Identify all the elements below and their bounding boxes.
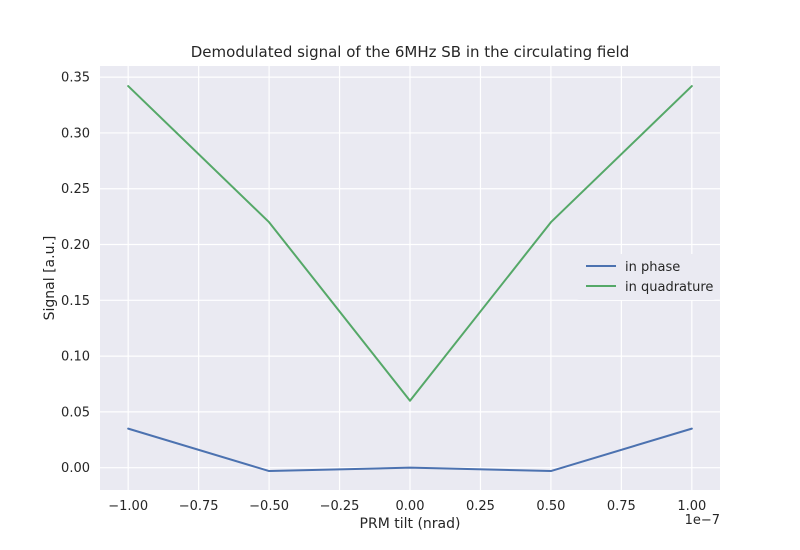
x-tick-label: 0.00 (396, 499, 425, 514)
y-tick-label: 0.25 (61, 182, 90, 197)
x-tick-label: −0.75 (179, 499, 219, 514)
y-tick-label: 0.10 (61, 350, 90, 365)
x-tick-label: −0.25 (320, 499, 360, 514)
series-line-in-phase (127, 427, 693, 473)
legend: in phase in quadrature (576, 254, 716, 300)
x-tick-label: 0.50 (536, 499, 565, 514)
x-tick-labels: −1.00 −0.75 −0.50 −0.25 0.00 0.25 0.50 0.75 1.00 (108, 499, 706, 514)
series-line-in-quadrature (127, 85, 693, 402)
y-tick-label: 0.20 (61, 238, 90, 253)
y-axis-label: Signal [a.u.] (42, 236, 58, 321)
legend-label-in-quadrature: in quadrature (625, 280, 713, 295)
x-tick-label: 0.25 (466, 499, 495, 514)
y-tick-labels: 0.00 0.05 0.10 0.15 0.20 0.25 0.30 0.35 (61, 71, 90, 477)
x-tick-label: −1.00 (108, 499, 148, 514)
y-tick-label: 0.35 (61, 71, 90, 86)
x-tick-label: 1.00 (677, 499, 706, 514)
x-tick-label: −0.50 (249, 499, 289, 514)
y-tick-label: 0.15 (61, 294, 90, 309)
legend-label-in-phase: in phase (625, 260, 680, 275)
series-lines (127, 85, 693, 473)
x-axis-label: PRM tilt (nrad) (360, 516, 461, 532)
y-tick-label: 0.30 (61, 126, 90, 141)
x-tick-label: 0.75 (607, 499, 636, 514)
y-tick-label: 0.00 (61, 461, 90, 476)
chart-title: Demodulated signal of the 6MHz SB in the… (191, 43, 630, 61)
x-offset-text: 1e−7 (685, 513, 720, 528)
y-tick-label: 0.05 (61, 405, 90, 420)
